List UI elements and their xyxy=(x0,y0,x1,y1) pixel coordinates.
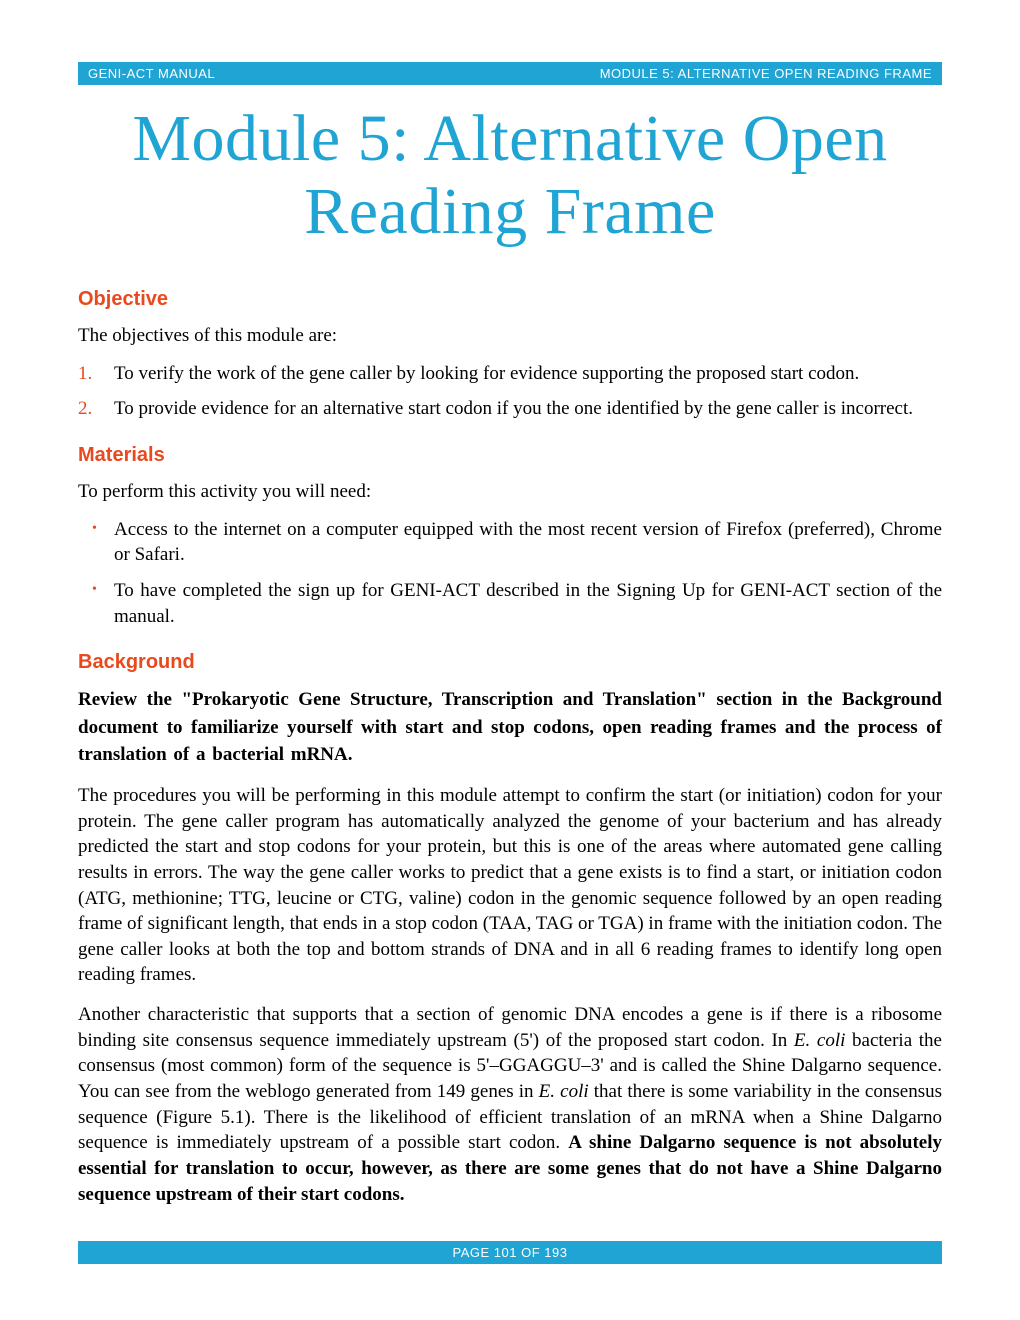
bullet-icon: • xyxy=(92,520,97,539)
bullet-icon: • xyxy=(92,581,97,600)
background-paragraph-2: Another characteristic that supports tha… xyxy=(78,1002,942,1207)
list-item: • Access to the internet on a computer e… xyxy=(78,517,942,568)
materials-heading: Materials xyxy=(78,444,942,467)
bold-text: Review the "Prokaryotic Gene Structure, … xyxy=(78,689,942,765)
list-item: 1. To verify the work of the gene caller… xyxy=(78,361,942,387)
list-number: 1. xyxy=(78,361,92,387)
objective-list: 1. To verify the work of the gene caller… xyxy=(78,361,942,422)
header-left-text: GENI-ACT MANUAL xyxy=(88,66,215,81)
materials-intro: To perform this activity you will need: xyxy=(78,479,942,505)
header-right-text: MODULE 5: ALTERNATIVE OPEN READING FRAME xyxy=(600,66,932,81)
page-footer-bar: PAGE 101 OF 193 xyxy=(78,1241,942,1264)
list-item-text: To provide evidence for an alternative s… xyxy=(114,398,913,419)
italic-text: E. coli xyxy=(794,1030,845,1051)
materials-list: • Access to the internet on a computer e… xyxy=(78,517,942,630)
list-item-text: To verify the work of the gene caller by… xyxy=(114,363,859,384)
module-title: Module 5: Alternative Open Reading Frame xyxy=(78,103,942,248)
list-number: 2. xyxy=(78,396,92,422)
background-heading: Background xyxy=(78,651,942,674)
list-item-text: To have completed the sign up for GENI-A… xyxy=(114,580,942,627)
page-number: PAGE 101 OF 193 xyxy=(453,1245,568,1260)
italic-text: E. coli xyxy=(539,1081,589,1102)
list-item-text: Access to the internet on a computer equ… xyxy=(114,519,942,566)
objective-intro: The objectives of this module are: xyxy=(78,323,942,349)
background-paragraph-1: The procedures you will be performing in… xyxy=(78,783,942,988)
background-bold-paragraph: Review the "Prokaryotic Gene Structure, … xyxy=(78,686,942,769)
objective-heading: Objective xyxy=(78,288,942,311)
page-header-bar: GENI-ACT MANUAL MODULE 5: ALTERNATIVE OP… xyxy=(78,62,942,85)
list-item: • To have completed the sign up for GENI… xyxy=(78,578,942,629)
list-item: 2. To provide evidence for an alternativ… xyxy=(78,396,942,422)
